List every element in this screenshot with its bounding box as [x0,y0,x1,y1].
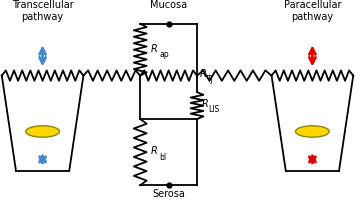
Text: Transcellular
pathway: Transcellular pathway [12,0,73,21]
Text: $R$: $R$ [201,97,208,109]
Text: $R$: $R$ [199,67,207,79]
Text: Serosa: Serosa [152,188,185,198]
Ellipse shape [26,126,60,138]
Text: bl: bl [160,152,167,161]
Text: Paracellular
pathway: Paracellular pathway [284,0,341,21]
Text: TJ: TJ [207,74,214,83]
Text: LIS: LIS [209,105,220,114]
Ellipse shape [295,126,329,138]
Text: Mucosa: Mucosa [150,0,187,10]
Text: ap: ap [160,50,169,59]
Text: $R$: $R$ [150,143,158,155]
Text: $R$: $R$ [150,41,158,53]
